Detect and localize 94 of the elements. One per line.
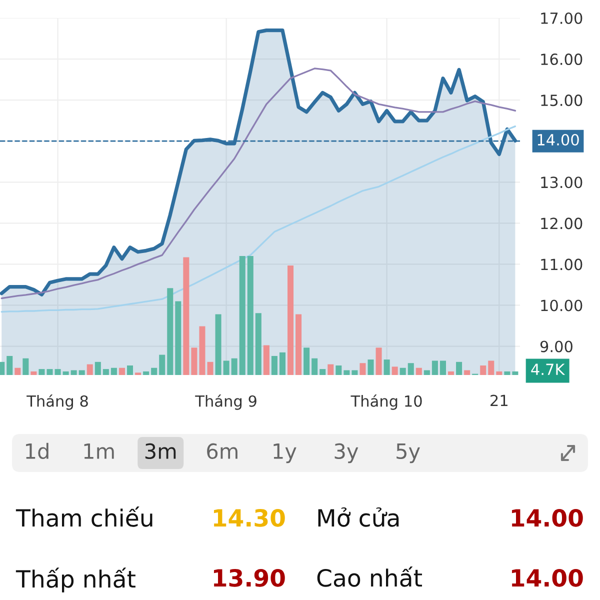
bar [46, 369, 53, 375]
bar [126, 365, 134, 375]
bar [239, 256, 246, 375]
bar [456, 362, 462, 375]
text: 4.7K [531, 364, 566, 375]
bar [38, 369, 45, 375]
y-tick-label: 11.00 [541, 258, 582, 270]
bar [368, 360, 374, 375]
bar [102, 369, 109, 375]
bar [488, 360, 494, 375]
bar [263, 345, 270, 375]
bar [215, 314, 222, 375]
bar [247, 256, 254, 375]
bar [30, 371, 37, 375]
bar [352, 370, 358, 375]
bar [287, 266, 294, 375]
y-tick-label: 10.00 [541, 300, 582, 312]
bar [304, 348, 310, 375]
bar [408, 363, 414, 375]
text: 3m [145, 443, 176, 460]
bar [296, 314, 302, 375]
bar [496, 371, 502, 375]
bar [432, 360, 438, 375]
ref-line-label: 14.00 [538, 134, 579, 146]
text: 1y [274, 444, 296, 464]
bar [464, 370, 470, 375]
bar [336, 365, 342, 375]
line-series [0, 125, 516, 313]
line-series [0, 68, 516, 300]
bar [14, 368, 21, 375]
text: 14.00 [512, 508, 583, 527]
bar [175, 301, 182, 375]
text: Cao nhất [317, 566, 422, 587]
bar [231, 358, 238, 375]
bar [400, 368, 406, 375]
bar [416, 368, 422, 375]
text: Mở cửa [318, 507, 399, 527]
bar [62, 371, 69, 375]
bar [6, 356, 13, 375]
bar [512, 371, 518, 375]
text: 14.30 [214, 508, 285, 527]
text: 1d [26, 442, 48, 460]
y-tick-label: 15.00 [541, 94, 582, 106]
text: Tham chiếu [16, 506, 152, 527]
bar [118, 368, 125, 375]
bar [440, 360, 446, 375]
bar [78, 370, 85, 375]
bar [151, 368, 158, 375]
bar [86, 364, 93, 375]
text: Thấp nhất [16, 568, 136, 592]
bar [199, 326, 206, 375]
bar [207, 362, 214, 375]
text: 14.00 [512, 568, 583, 587]
bar [384, 360, 390, 375]
bar [328, 364, 334, 375]
bar [70, 370, 77, 375]
text: 1m [84, 444, 114, 459]
bar [167, 288, 174, 375]
bar [344, 370, 350, 375]
bar [54, 369, 61, 375]
text: 5y [396, 444, 420, 464]
y-tick-label: 12.00 [541, 218, 582, 230]
bar [255, 313, 262, 375]
bar [159, 354, 166, 375]
bar [392, 366, 398, 375]
y-tick-label: 16.00 [541, 54, 582, 66]
bar [480, 365, 486, 375]
bar [376, 348, 382, 375]
bar [360, 363, 366, 375]
bar [110, 368, 117, 375]
bar [0, 362, 5, 375]
bar [424, 370, 430, 375]
bar [22, 358, 29, 375]
y-tick-label: 13.00 [541, 176, 582, 188]
bar [143, 371, 150, 375]
bar [94, 362, 101, 375]
x-tick-label: Tháng 8 [26, 394, 88, 410]
text: 6m [207, 443, 238, 460]
y-tick-label: 17.00 [541, 12, 582, 24]
bar [448, 371, 454, 375]
bar [279, 352, 286, 375]
text: 13.90 [214, 568, 285, 587]
bar [504, 371, 510, 375]
x-tick-label: Tháng 9 [195, 394, 256, 410]
bar [183, 257, 190, 375]
bar [271, 356, 278, 375]
bar [320, 369, 326, 375]
x-tick-label: Tháng 10 [350, 394, 422, 410]
bar [312, 358, 318, 375]
bar [191, 348, 198, 375]
text: 3y [334, 443, 358, 464]
y-tick-label: 9.00 [540, 340, 572, 352]
bar [223, 360, 230, 375]
x-tick-label: 21 [490, 394, 508, 406]
